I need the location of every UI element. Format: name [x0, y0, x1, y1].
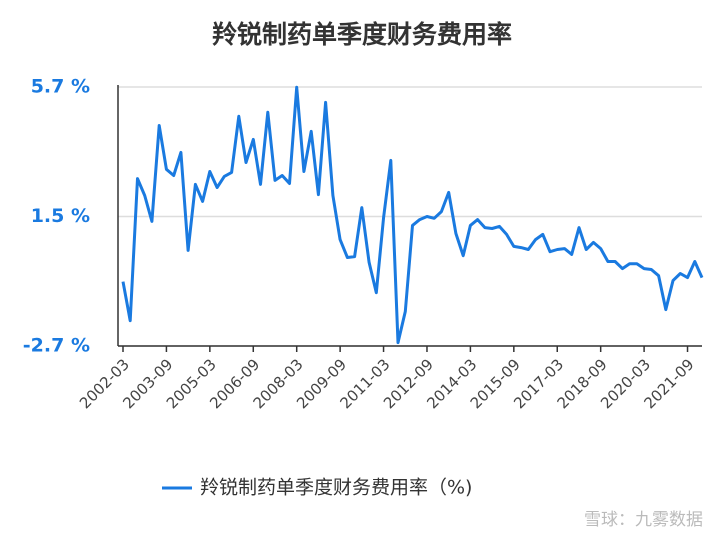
- legend-label: 羚锐制药单季度财务费用率（%): [200, 477, 472, 499]
- watermark: 雪球：九雾数据: [584, 510, 703, 530]
- y-tick-label: 1.5 %: [31, 205, 90, 227]
- chart-title: 羚锐制药单季度财务费用率: [212, 20, 512, 49]
- y-tick-label: -2.7 %: [23, 335, 90, 357]
- y-tick-label: 5.7 %: [31, 76, 90, 98]
- series-line: [121, 85, 704, 345]
